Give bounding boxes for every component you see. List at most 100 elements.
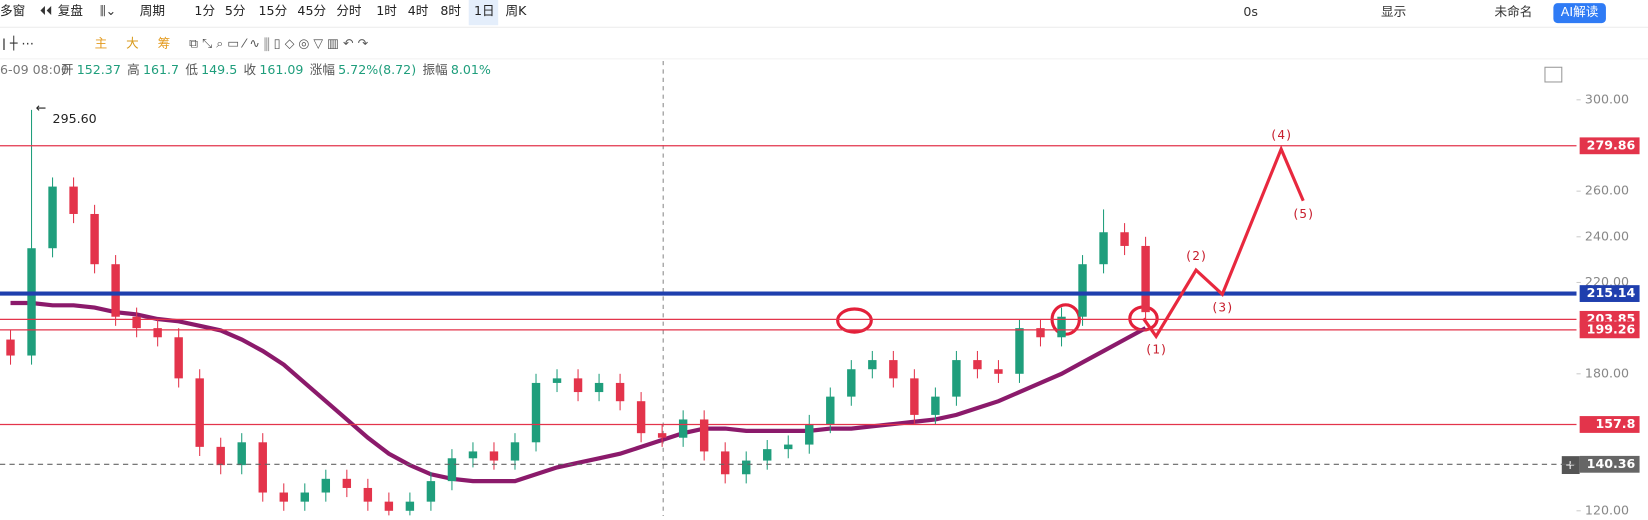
candle-body — [931, 396, 940, 415]
candle-body — [1120, 232, 1129, 246]
toolbar-item[interactable]: 多窗 — [0, 3, 25, 18]
toolbar-item[interactable]: 周期 — [140, 3, 165, 18]
toolbar-item[interactable]: 1分 — [194, 3, 215, 18]
info-value: 161.7 — [143, 62, 179, 77]
y-tick-label: 240.00 — [1585, 228, 1629, 243]
candle-body — [384, 501, 394, 511]
wave-label: (1) — [1145, 342, 1168, 357]
tool-item[interactable]: 筹 — [158, 36, 171, 51]
candle-body — [27, 248, 36, 356]
info-value: 8.01% — [451, 62, 491, 77]
price-label-box — [1579, 455, 1640, 473]
tool-item[interactable]: 主 — [95, 36, 108, 51]
icon: ⏴⏴ — [40, 3, 53, 18]
candle-body — [784, 444, 793, 450]
candle-body — [489, 451, 499, 461]
candle-body — [615, 382, 625, 402]
info-value: 5.72%(8.72) — [338, 62, 416, 77]
tool-icons[interactable]: ⧉ ⤡ ⌕ ▭ ⁄ ∿ ⫼ ▯ ◇ ◎ ▽ ▥ ↶ ↷ — [189, 36, 368, 52]
candle-body — [868, 360, 877, 370]
candle-body — [195, 378, 204, 447]
candle-body — [910, 378, 919, 415]
info-label: 收 — [244, 62, 257, 77]
candle-body — [48, 186, 57, 249]
candle-body — [1015, 328, 1024, 374]
candle-body — [237, 442, 246, 466]
toolbar-item[interactable]: 0s — [1243, 4, 1258, 19]
info-label: 振幅 — [422, 62, 447, 77]
candle-body — [594, 382, 604, 393]
candle-body — [636, 401, 646, 434]
info-value: 152.37 — [77, 62, 121, 77]
candle-body — [1141, 245, 1150, 313]
toolbar-item[interactable]: 复盘 — [58, 3, 84, 18]
toolbar-item[interactable]: 1日 — [474, 3, 495, 18]
icon: ⫼⌄ — [100, 3, 116, 18]
price-label-box — [1579, 416, 1640, 433]
candle-body — [6, 339, 15, 356]
candle-body — [174, 337, 183, 379]
candle-body — [952, 360, 961, 397]
candle-body — [321, 478, 331, 493]
candle-body — [132, 316, 141, 329]
info-label: 涨幅 — [310, 62, 335, 77]
add-button[interactable] — [1561, 456, 1580, 475]
candle-body — [279, 492, 288, 502]
price-label: 199.26 — [1587, 321, 1636, 336]
high-marker: 295.60 — [53, 111, 97, 126]
candle-body — [69, 186, 78, 214]
candle-body — [805, 424, 814, 445]
toolbar-item[interactable]: 1时 — [376, 3, 397, 18]
candle-body — [216, 446, 225, 466]
toolbar-item[interactable]: 周K — [506, 3, 528, 18]
price-label: 140.36 — [1587, 456, 1636, 471]
toolbar-item[interactable]: 分时 — [336, 3, 362, 18]
y-tick-label: 300.00 — [1585, 91, 1629, 106]
toolbar-item[interactable]: 45分 — [297, 3, 326, 18]
toolbar-item[interactable]: 5分 — [225, 3, 246, 18]
toolbar-item[interactable]: AI解读 — [1561, 4, 1599, 19]
wave-line — [1142, 145, 1305, 340]
candle-body — [552, 378, 562, 383]
candle-body — [657, 433, 667, 438]
candle-body — [153, 328, 162, 338]
candle-body — [994, 369, 1003, 374]
candle-body — [468, 451, 478, 459]
candle-body — [405, 501, 415, 511]
candle-body — [1078, 264, 1087, 317]
wave-label: (5) — [1292, 206, 1315, 221]
candle-body — [258, 442, 267, 493]
candle-body — [111, 264, 120, 317]
info-time: 6-09 08:00 — [0, 62, 69, 77]
candle-body — [847, 369, 856, 397]
info-value: 149.5 — [201, 62, 237, 77]
ai-button[interactable] — [1553, 3, 1606, 24]
info-label: 开 — [61, 62, 74, 77]
toolbar-item[interactable]: 4时 — [408, 3, 429, 18]
candle-body — [889, 360, 898, 379]
toolbar-item[interactable]: 未命名 — [1495, 4, 1533, 19]
ma-line — [10, 300, 1147, 484]
arrow: ← — [36, 100, 47, 115]
expand-icon[interactable] — [1544, 66, 1563, 83]
candle-body — [447, 458, 457, 482]
tool-item[interactable]: 大 — [126, 36, 139, 51]
active-tab — [468, 0, 499, 26]
toolbar-item[interactable]: 8时 — [440, 3, 461, 18]
toolbar — [0, 0, 1648, 28]
candle-body — [973, 360, 982, 370]
y-tick-label: 180.00 — [1585, 365, 1629, 380]
candle-body — [300, 492, 309, 502]
candle-body — [1036, 328, 1045, 338]
icon: ǀ ┼ ⋯ — [2, 36, 34, 52]
candle-body — [363, 487, 373, 502]
info-label: 低 — [185, 62, 198, 77]
circle-annotation — [836, 307, 873, 334]
price-label-box — [1579, 137, 1640, 155]
candle-body — [426, 481, 436, 502]
wave-label: (2) — [1185, 248, 1208, 263]
toolbar-item[interactable]: 显示 — [1381, 4, 1406, 19]
candle-body — [678, 419, 688, 438]
toolbar-item[interactable]: 15分 — [259, 3, 288, 18]
